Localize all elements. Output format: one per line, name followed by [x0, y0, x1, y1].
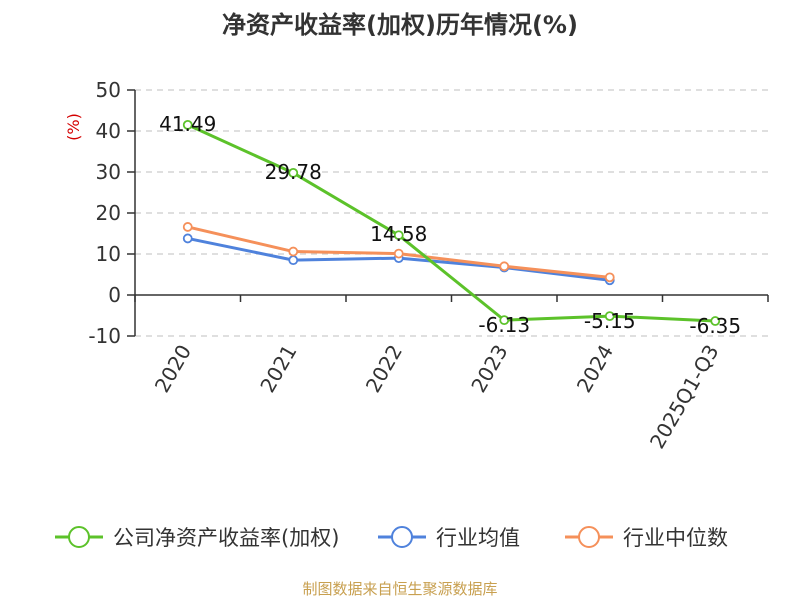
series-point-1	[182, 233, 193, 244]
legend-swatch-marker	[578, 526, 600, 548]
y-axis-unit: (%)	[64, 113, 83, 141]
chart-title: 净资产收益率(加权)历年情况(%)	[222, 11, 578, 39]
y-tick-label: 30	[96, 160, 121, 184]
series-point-1	[288, 255, 299, 266]
series-point-2	[393, 248, 404, 259]
series-line-0	[187, 123, 716, 323]
series-layer	[182, 119, 721, 326]
legend: 公司净资产收益率(加权) 行业均值 行业中位数	[55, 526, 728, 550]
legend-label: 行业中位数	[623, 526, 728, 550]
series-point-0	[499, 315, 510, 326]
series-point-2	[182, 222, 193, 232]
y-tick-label: 0	[108, 283, 121, 307]
x-tick-label: 2025Q1-Q3	[645, 341, 724, 453]
y-tick-label: 50	[96, 78, 121, 102]
series-point-0	[393, 230, 404, 241]
x-tick-label: 2020	[150, 341, 196, 397]
legend-label: 行业均值	[436, 526, 520, 550]
data-label: -6.35	[689, 314, 741, 338]
series-point-0	[604, 311, 615, 322]
source-note: 制图数据来自恒生聚源数据库	[302, 580, 497, 598]
data-label: 41.49	[159, 112, 216, 136]
x-tick-label: 2023	[466, 341, 512, 397]
series-point-2	[288, 246, 299, 257]
x-tick-label: 2022	[361, 341, 407, 397]
data-label: -6.13	[478, 313, 530, 337]
series-point-2	[604, 272, 615, 283]
data-label: 29.78	[265, 160, 322, 184]
series-point-0	[288, 168, 299, 178]
legend-swatch-marker	[68, 526, 90, 548]
data-labels: 41.49 29.78 14.58 -6.13 -5.15 -6.35	[159, 112, 741, 338]
series-point-0	[710, 316, 721, 326]
y-tick-label: 10	[96, 242, 121, 266]
data-label: -5.15	[584, 309, 636, 333]
series-point-0	[182, 119, 193, 130]
data-label: 14.58	[370, 222, 427, 246]
x-tick-label: 2024	[572, 341, 618, 397]
y-tick-label: 20	[96, 201, 121, 225]
legend-swatch-marker	[391, 526, 413, 548]
y-tick-label: 40	[96, 119, 121, 143]
y-tick-label: -10	[88, 324, 121, 348]
series-point-2	[499, 261, 510, 272]
x-tick-label: 2021	[255, 341, 301, 397]
legend-label: 公司净资产收益率(加权)	[113, 526, 339, 550]
